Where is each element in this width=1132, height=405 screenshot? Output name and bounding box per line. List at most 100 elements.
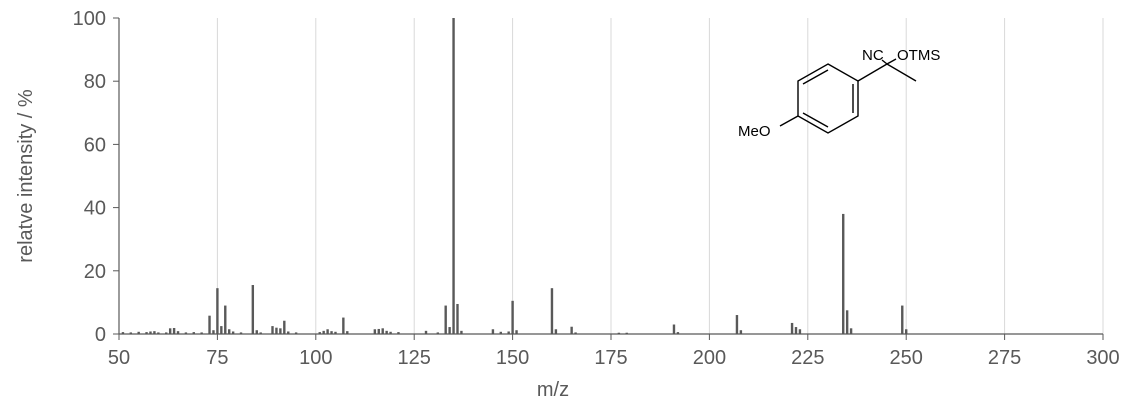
peak-bar-mz-223: [798, 329, 802, 334]
peak-bar-mz-75: [216, 288, 219, 334]
x-axis-title: m/z: [537, 379, 569, 401]
peak-bar-mz-55: [137, 331, 140, 334]
peak-bar-mz-191: [672, 324, 676, 334]
peak-bar-mz-91: [279, 328, 282, 334]
gridlines: [216, 18, 1104, 334]
peak-bar-mz-250: [905, 329, 908, 334]
peak-bars: [121, 18, 908, 334]
x-tick-label: 125: [398, 347, 431, 369]
peak-bar-mz-236: [849, 328, 853, 334]
peak-bar-mz-117: [381, 328, 384, 334]
axes: [113, 17, 1104, 340]
peak-bar-mz-65: [176, 331, 180, 334]
peak-bar-mz-135: [452, 18, 455, 334]
benzene-ring: [797, 63, 859, 134]
bond-ring-quaternary-carbon: [857, 63, 888, 82]
x-tick-label: 50: [108, 347, 130, 369]
peak-bar-mz-92: [283, 320, 286, 334]
y-tick-label: 80: [84, 71, 106, 93]
peak-bar-mz-119: [389, 331, 392, 334]
peak-bar-mz-177: [617, 332, 621, 334]
x-tick-label: 275: [988, 347, 1021, 369]
peak-bar-mz-166: [574, 332, 577, 334]
peak-bar-mz-128: [424, 330, 428, 334]
y-tick-label: 20: [84, 261, 106, 283]
y-tick-label: 60: [84, 134, 106, 156]
peak-bar-mz-81: [239, 332, 243, 334]
peak-bar-mz-77: [224, 305, 227, 334]
y-tick-label: 100: [73, 8, 106, 30]
peak-bar-mz-131: [436, 332, 440, 334]
peak-bar-mz-103: [326, 329, 329, 334]
peak-bar-mz-95: [294, 332, 298, 334]
peak-bar-mz-192: [676, 332, 680, 334]
x-tick-labels: 50 75 100 125 150 175 200 225 250 275 300: [108, 347, 1120, 369]
peak-bar-mz-234: [842, 213, 845, 334]
x-tick-label: 225: [791, 347, 824, 369]
peak-bar-mz-58: [149, 331, 152, 334]
peak-bar-mz-57: [145, 332, 148, 334]
peak-bar-mz-105: [334, 331, 337, 334]
peak-bar-mz-93: [287, 331, 290, 334]
peak-bar-mz-165: [570, 326, 573, 334]
peak-bar-mz-136: [456, 303, 459, 334]
peak-bar-mz-71: [200, 332, 203, 334]
peak-bar-mz-79: [231, 331, 235, 334]
nitrile-label: NC: [862, 47, 884, 64]
x-tick-label: 150: [496, 347, 529, 369]
peak-bar-mz-145: [491, 329, 495, 334]
peak-bar-mz-107: [342, 317, 345, 334]
molecule-structure: [779, 58, 917, 134]
peak-bar-mz-102: [322, 330, 325, 334]
peak-bar-mz-63: [168, 328, 172, 334]
peak-bar-mz-108: [346, 331, 349, 334]
peak-bar-mz-134: [448, 327, 451, 334]
peak-bar-mz-133: [444, 305, 447, 334]
peak-bar-mz-53: [129, 332, 133, 334]
peak-bar-mz-160: [550, 288, 554, 334]
y-tick-labels: 0 20 40 60 80 100: [73, 8, 106, 346]
peak-bar-mz-89: [271, 326, 274, 334]
y-tick-label: 40: [84, 198, 106, 220]
x-tick-label: 75: [206, 347, 228, 369]
peak-bar-mz-222: [794, 327, 798, 334]
peak-bar-mz-51: [121, 332, 125, 334]
x-tick-label: 300: [1086, 347, 1119, 369]
peak-bar-mz-235: [845, 310, 849, 334]
peak-bar-mz-116: [377, 328, 380, 334]
peak-bar-mz-76: [220, 326, 223, 334]
peak-bar-mz-179: [625, 332, 628, 334]
peak-bar-mz-90: [275, 327, 278, 334]
x-tick-label: 250: [890, 347, 923, 369]
peak-bar-mz-59: [153, 331, 156, 334]
x-tick-label: 175: [594, 347, 627, 369]
peak-bar-mz-137: [460, 330, 463, 334]
peak-bar-mz-151: [515, 330, 518, 334]
peak-bar-mz-121: [397, 332, 400, 334]
x-tick-label: 200: [693, 347, 726, 369]
peak-bar-mz-86: [259, 332, 262, 334]
peak-bar-mz-64: [172, 327, 176, 334]
peak-bar-mz-115: [373, 329, 377, 334]
peak-bar-mz-78: [228, 329, 231, 334]
peak-bar-mz-249: [901, 305, 904, 334]
bond-carbon-methyl: [886, 63, 917, 82]
bond-carbon-oxygen: [886, 58, 897, 65]
peak-bar-mz-60: [157, 332, 160, 334]
peak-bar-mz-118: [385, 330, 388, 334]
peak-bar-mz-74: [212, 330, 215, 334]
peak-bar-mz-69: [192, 332, 195, 334]
peak-bar-mz-208: [739, 330, 743, 334]
silyl-ether-label: OTMS: [897, 47, 940, 64]
peak-bar-mz-150: [511, 300, 514, 334]
peak-bar-mz-147: [499, 331, 502, 334]
bond-ring-methoxy: [779, 115, 799, 127]
peak-bar-mz-84: [251, 285, 255, 334]
peak-bar-mz-161: [554, 329, 558, 334]
peak-bar-mz-62: [165, 332, 168, 334]
peak-bar-mz-149: [507, 331, 510, 334]
peak-bar-mz-85: [255, 330, 258, 334]
y-tick-label: 0: [95, 324, 106, 346]
y-axis-title: relatve intensity / %: [15, 89, 37, 263]
